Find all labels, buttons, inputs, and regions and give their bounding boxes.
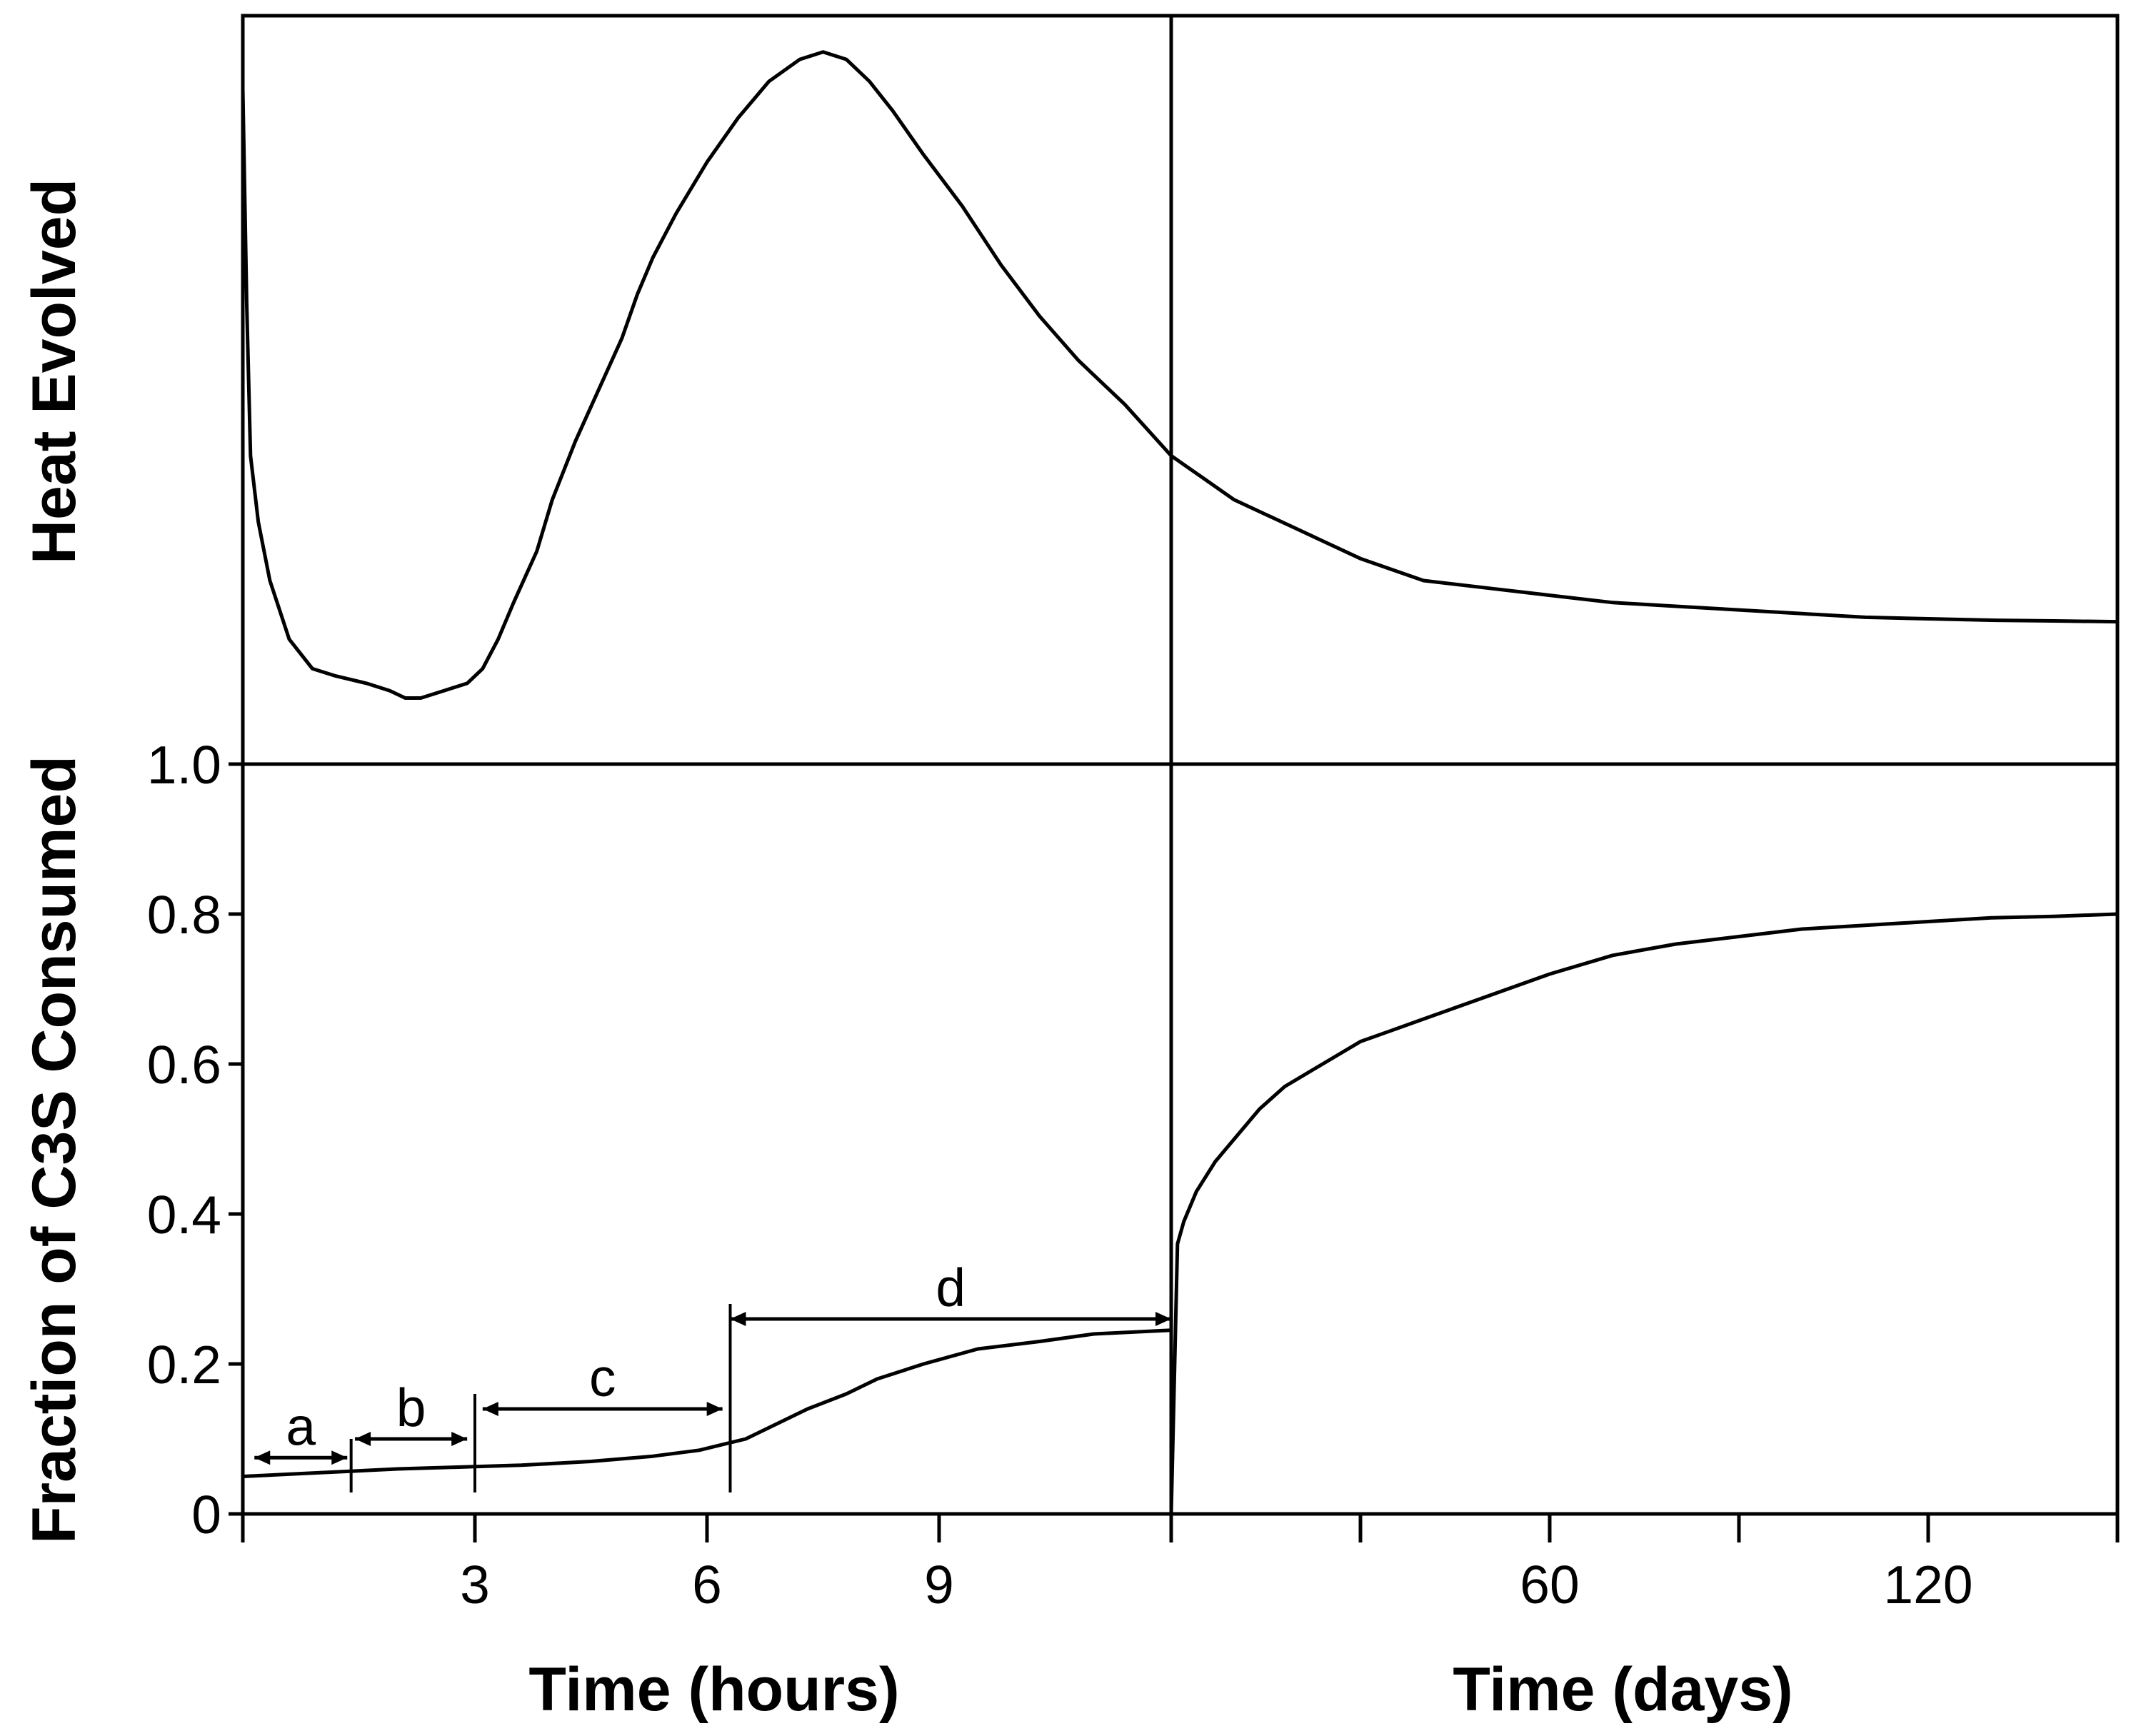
arrow-head-left bbox=[254, 1450, 271, 1465]
x-axis-title-days: Time (days) bbox=[1453, 1655, 1792, 1724]
stage-label-b: b bbox=[396, 1378, 426, 1438]
x-tick-label-hours: 3 bbox=[460, 1555, 490, 1615]
x-tick-label-hours: 9 bbox=[924, 1555, 954, 1615]
stage-label-d: d bbox=[936, 1258, 966, 1318]
c3s-curve-hours bbox=[242, 1328, 1172, 1478]
arrow-head-right bbox=[451, 1432, 468, 1446]
y-axis-title-fraction: Fraction of C3S Consumed bbox=[20, 756, 89, 1544]
stage-label-c: c bbox=[589, 1348, 616, 1408]
c3s-curve-days bbox=[1169, 912, 2118, 1515]
x-tick-label-hours: 6 bbox=[692, 1555, 722, 1615]
y-tick-label: 0.2 bbox=[147, 1335, 221, 1395]
stage-label-a: a bbox=[286, 1396, 316, 1456]
arrow-head-right bbox=[331, 1450, 348, 1465]
y-tick-label: 0.6 bbox=[147, 1035, 221, 1095]
arrow-head-right bbox=[706, 1402, 723, 1416]
y-tick-label: 0.4 bbox=[147, 1185, 221, 1245]
y-tick-label: 0 bbox=[191, 1485, 221, 1545]
y-axis-title-heat: Heat Evolved bbox=[20, 179, 89, 564]
y-tick-label: 0.8 bbox=[147, 885, 221, 945]
x-tick-label-days: 60 bbox=[1520, 1555, 1579, 1615]
heat-curve-hours bbox=[241, 50, 1173, 700]
heat-curve-days bbox=[1170, 454, 2118, 624]
arrow-head-left bbox=[482, 1402, 498, 1416]
arrow-head-left bbox=[355, 1432, 371, 1446]
x-tick-label-days: 120 bbox=[1883, 1555, 1972, 1615]
arrow-head-left bbox=[730, 1312, 746, 1326]
arrow-head-right bbox=[1155, 1312, 1171, 1326]
y-tick-label: 1.0 bbox=[147, 735, 221, 795]
x-axis-title-hours: Time (hours) bbox=[528, 1655, 899, 1724]
